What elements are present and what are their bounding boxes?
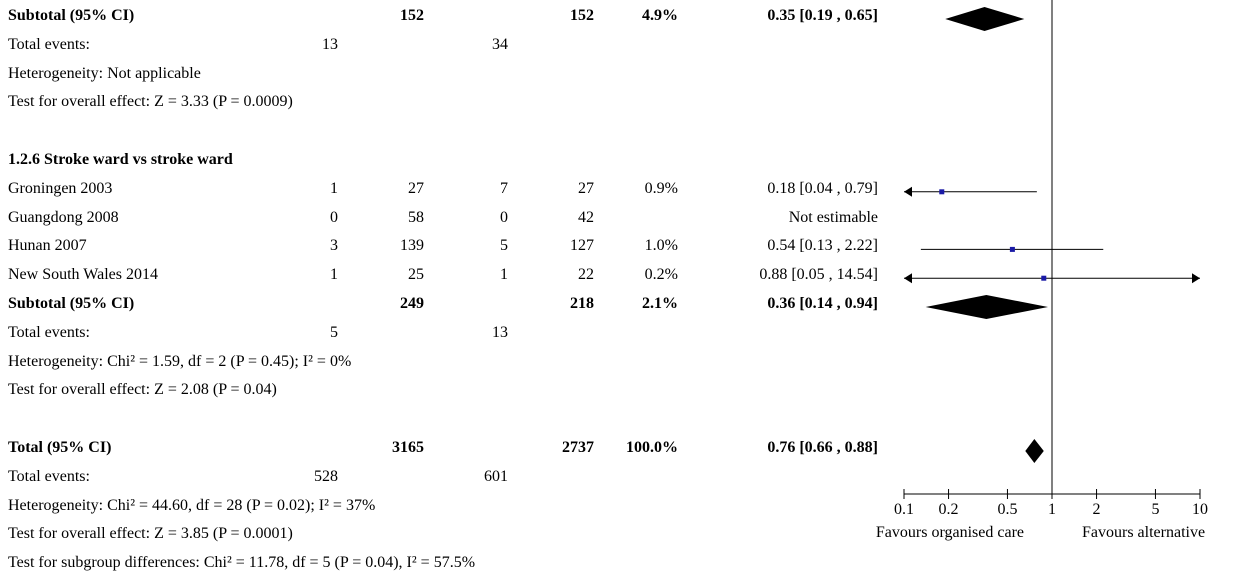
cell-label: Test for subgroup differences: Chi² = 11… xyxy=(8,554,476,572)
cell-ce: 0 xyxy=(500,208,508,226)
cell-et: 139 xyxy=(400,237,424,255)
table-row: Total events: 5 13 xyxy=(0,321,890,345)
summary-diamond xyxy=(925,295,1049,319)
cell-label: Test for overall effect: Z = 3.85 (P = 0… xyxy=(8,525,293,543)
cell-label: Heterogeneity: Chi² = 44.60, df = 28 (P … xyxy=(8,496,376,514)
cell-ce: 13 xyxy=(492,323,508,341)
x-tick-label: 0.1 xyxy=(894,501,914,518)
table-row: Test for overall effect: Z = 3.33 (P = 0… xyxy=(0,90,890,114)
cell-et: 27 xyxy=(408,179,424,197)
cell-ct: 27 xyxy=(578,179,594,197)
table-row: Guangdong 2008 0 58 0 42 Not estimable xyxy=(0,206,890,230)
cell-label: Subtotal (95% CI) xyxy=(8,295,135,312)
x-tick-label: 5 xyxy=(1151,501,1159,518)
study-point xyxy=(939,189,945,195)
table-row: Hunan 2007 3 139 5 127 1.0% 0.54 [0.13 , 2.22] xyxy=(0,234,890,258)
table-row: Groningen 2003 1 27 7 27 0.9% 0.18 [0.04 , 0.7… xyxy=(0,177,890,201)
ci-arrow-right xyxy=(1192,273,1200,284)
cell-label: 1.2.6 Stroke ward vs stroke ward xyxy=(8,151,233,168)
cell-ce: 5 xyxy=(500,237,508,255)
summary-diamond xyxy=(1025,439,1044,463)
table-row: Test for overall effect: Z = 2.08 (P = 0… xyxy=(0,378,890,402)
cell-ee: 1 xyxy=(330,266,338,284)
cell-w: 0.9% xyxy=(644,179,678,197)
ci-arrow-left xyxy=(904,273,912,284)
x-tick-label: 1 xyxy=(1048,501,1056,518)
cell-et: 25 xyxy=(408,266,424,284)
cell-or: 0.76 [0.66 , 0.88] xyxy=(767,439,878,456)
x-tick-label: 10 xyxy=(1192,501,1208,518)
cell-label: Test for overall effect: Z = 2.08 (P = 0… xyxy=(8,381,277,399)
table-row: Heterogeneity: Not applicable xyxy=(0,62,890,86)
table-row: Subtotal (95% CI) 152 152 4.9% 0.35 [0.19 , … xyxy=(0,4,890,28)
cell-label: New South Wales 2014 xyxy=(8,266,158,284)
cell-ce: 601 xyxy=(484,467,508,485)
study-point xyxy=(1041,275,1047,281)
table-row: Heterogeneity: Chi² = 1.59, df = 2 (P = … xyxy=(0,350,890,374)
cell-et: 152 xyxy=(400,7,424,24)
cell-or: Not estimable xyxy=(788,208,878,226)
cell-label: Total (95% CI) xyxy=(8,439,112,456)
cell-label: Test for overall effect: Z = 3.33 (P = 0… xyxy=(8,93,293,111)
table-row: Test for overall effect: Z = 3.85 (P = 0… xyxy=(0,522,890,546)
study-point xyxy=(1009,246,1015,252)
forest-table: Subtotal (95% CI) 152 152 4.9% 0.35 [0.19 , … xyxy=(0,4,890,575)
cell-ct: 152 xyxy=(570,7,594,24)
favours-left-label: Favours organised care xyxy=(876,524,1024,541)
cell-or: 0.88 [0.05 , 14.54] xyxy=(759,266,878,284)
cell-label: Subtotal (95% CI) xyxy=(8,7,135,24)
table-row: Total (95% CI) 3165 2737 100.0% 0.76 [0.66 ,… xyxy=(0,436,890,460)
cell-label: Heterogeneity: Chi² = 1.59, df = 2 (P = … xyxy=(8,352,352,370)
cell-or: 0.35 [0.19 , 0.65] xyxy=(767,7,878,24)
table-row: Subtotal (95% CI) 249 218 2.1% 0.36 [0.14 , … xyxy=(0,292,890,316)
cell-ee: 13 xyxy=(322,35,338,53)
table-row: New South Wales 2014 1 25 1 22 0.2% 0.88 [0.05… xyxy=(0,263,890,287)
cell-ee: 528 xyxy=(314,467,338,485)
x-tick-label: 0.5 xyxy=(997,501,1017,518)
cell-ce: 34 xyxy=(492,35,508,53)
table-row: Test for subgroup differences: Chi² = 11… xyxy=(0,551,890,575)
cell-w: 0.2% xyxy=(644,266,678,284)
cell-et: 3165 xyxy=(392,439,424,456)
ci-arrow-left xyxy=(904,186,912,197)
cell-et: 58 xyxy=(408,208,424,226)
table-row: Total events: 13 34 xyxy=(0,33,890,57)
cell-ct: 22 xyxy=(578,266,594,284)
cell-or: 0.54 [0.13 , 2.22] xyxy=(767,237,878,255)
cell-w: 100.0% xyxy=(626,439,678,456)
cell-ee: 5 xyxy=(330,323,338,341)
table-row: Total events: 528 601 xyxy=(0,465,890,489)
table-row: Heterogeneity: Chi² = 44.60, df = 28 (P … xyxy=(0,494,890,518)
cell-ce: 1 xyxy=(500,266,508,284)
cell-w: 1.0% xyxy=(644,237,678,255)
x-tick-label: 2 xyxy=(1093,501,1101,518)
cell-ct: 2737 xyxy=(562,439,594,456)
cell-w: 4.9% xyxy=(642,7,678,24)
favours-right-label: Favours alternative xyxy=(1082,524,1205,541)
cell-ee: 1 xyxy=(330,179,338,197)
x-tick-label: 0.2 xyxy=(939,501,959,518)
cell-ee: 3 xyxy=(330,237,338,255)
cell-label: Total events: xyxy=(8,467,90,485)
table-row: 1.2.6 Stroke ward vs stroke ward xyxy=(0,148,890,172)
cell-ct: 218 xyxy=(570,295,594,312)
summary-diamond xyxy=(945,7,1025,31)
cell-et: 249 xyxy=(400,295,424,312)
cell-ct: 42 xyxy=(578,208,594,226)
cell-or: 0.18 [0.04 , 0.79] xyxy=(767,179,878,197)
cell-label: Total events: xyxy=(8,323,90,341)
cell-label: Total events: xyxy=(8,35,90,53)
cell-w: 2.1% xyxy=(642,295,678,312)
cell-label: Hunan 2007 xyxy=(8,237,87,255)
cell-label: Heterogeneity: Not applicable xyxy=(8,64,201,82)
cell-label: Guangdong 2008 xyxy=(8,208,119,226)
cell-ce: 7 xyxy=(500,179,508,197)
cell-ee: 0 xyxy=(330,208,338,226)
cell-or: 0.36 [0.14 , 0.94] xyxy=(767,295,878,312)
cell-label: Groningen 2003 xyxy=(8,179,113,197)
cell-ct: 127 xyxy=(570,237,594,255)
